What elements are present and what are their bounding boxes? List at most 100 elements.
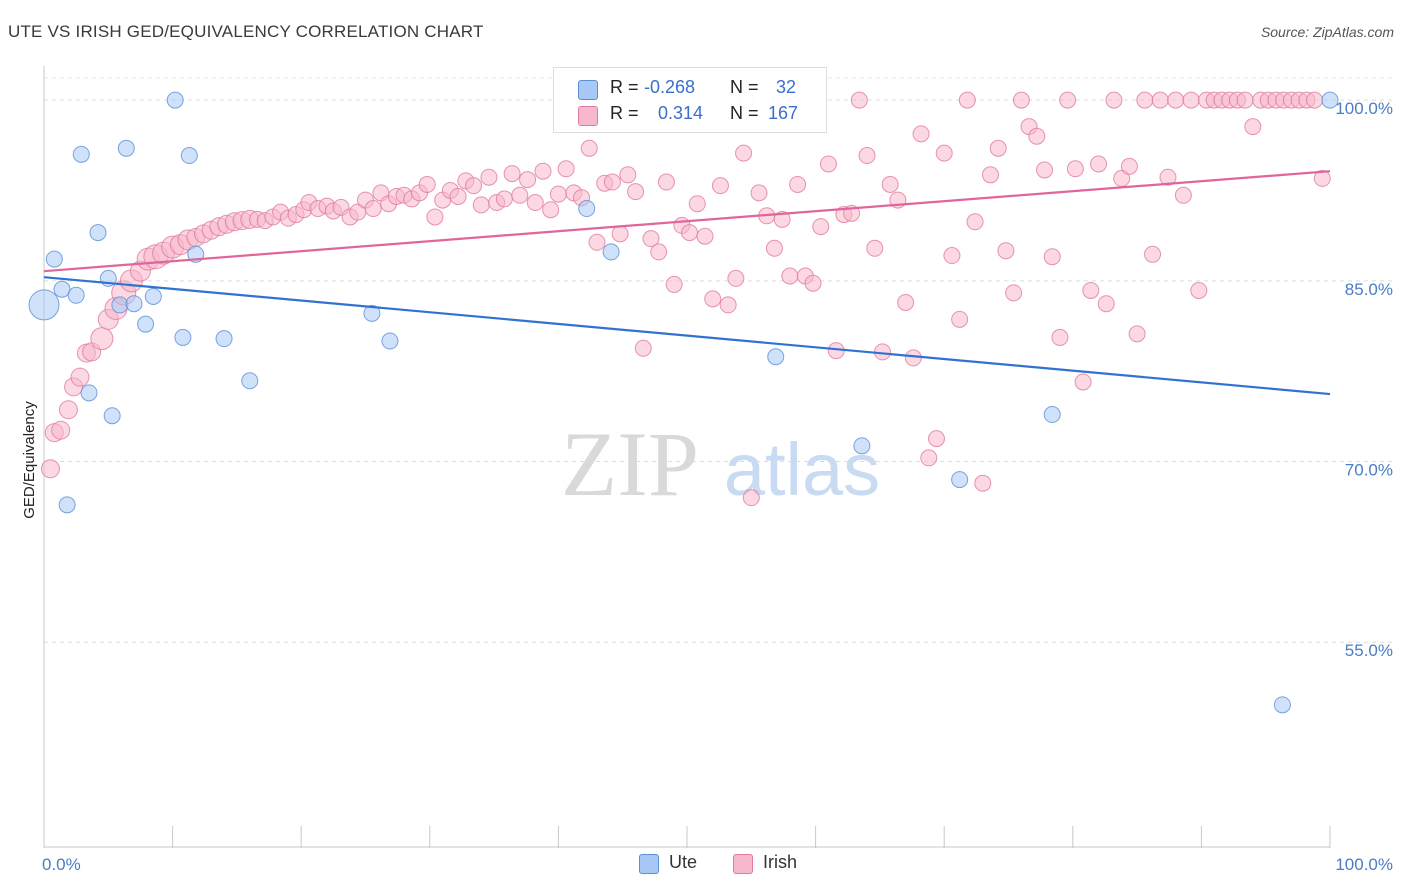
- irish-point: [850, 91, 868, 109]
- irish-point: [1090, 155, 1108, 173]
- y-tick-label: 85.0%: [1345, 280, 1393, 299]
- irish-point: [549, 185, 567, 203]
- y-tick-label: 100.0%: [1335, 99, 1393, 118]
- irish-point: [70, 367, 90, 387]
- irish-point: [1012, 91, 1030, 109]
- irish-point: [1105, 91, 1123, 109]
- irish-point: [974, 474, 992, 492]
- irish-point: [1028, 127, 1046, 145]
- irish-point: [1167, 91, 1185, 109]
- irish-legend-swatch: [733, 854, 753, 874]
- ute-point: [767, 348, 785, 366]
- irish-point: [634, 339, 652, 357]
- ute-point: [363, 304, 381, 322]
- irish-point: [1306, 91, 1324, 109]
- ute-point: [144, 287, 162, 305]
- irish-point: [650, 243, 668, 261]
- irish-point: [1151, 91, 1169, 109]
- irish-point: [51, 420, 71, 440]
- source-label: Source: ZipAtlas.com: [1260, 24, 1394, 40]
- irish-points: [40, 91, 1331, 507]
- ute-r-label: R =: [610, 77, 639, 97]
- irish-point: [519, 171, 537, 189]
- irish-point: [981, 166, 999, 184]
- ute-point: [45, 250, 63, 268]
- ute-n-label: N =: [730, 77, 759, 97]
- ute-r-value: -0.268: [644, 77, 696, 97]
- irish-point: [997, 242, 1015, 260]
- irish-point: [1005, 284, 1023, 302]
- ute-point: [58, 496, 76, 514]
- irish-legend-label: Irish: [763, 852, 798, 872]
- irish-point: [781, 267, 799, 285]
- irish-point: [665, 275, 683, 293]
- irish-point: [958, 91, 976, 109]
- ute-point: [80, 384, 98, 402]
- irish-point: [580, 139, 598, 157]
- irish-point: [557, 160, 575, 178]
- irish-point: [704, 290, 722, 308]
- ute-point: [381, 332, 399, 350]
- watermark-zip: ZIP: [561, 413, 699, 515]
- irish-point: [58, 400, 78, 420]
- ute-point: [28, 289, 60, 321]
- trend-lines: [43, 170, 1331, 396]
- irish-point: [1144, 245, 1162, 263]
- irish-point: [819, 155, 837, 173]
- irish-point: [480, 168, 498, 186]
- irish-point: [1120, 157, 1138, 175]
- x-tick-label-min: 0.0%: [42, 855, 81, 874]
- ute-point: [215, 330, 233, 348]
- ute-point: [1273, 696, 1291, 714]
- irish-r-value: 0.314: [658, 103, 704, 123]
- ute-point: [241, 372, 259, 390]
- ute-point: [1043, 406, 1061, 424]
- irish-point: [465, 177, 483, 195]
- irish-point: [1313, 169, 1331, 187]
- irish-point: [681, 224, 699, 242]
- irish-point: [765, 239, 783, 257]
- ute-point: [578, 200, 596, 218]
- irish-point: [812, 218, 830, 236]
- irish-point: [935, 144, 953, 162]
- irish-point: [1066, 160, 1084, 178]
- irish-point: [495, 190, 513, 208]
- irish-point: [40, 459, 60, 479]
- ute-legend-swatch: [639, 854, 659, 874]
- irish-point: [511, 186, 529, 204]
- irish-point: [611, 225, 629, 243]
- irish-n-value: 167: [768, 103, 799, 123]
- ute-point: [602, 243, 620, 261]
- irish-point: [1128, 325, 1146, 343]
- irish-point: [912, 125, 930, 143]
- gridlines: [44, 77, 1395, 643]
- ute-point: [67, 286, 85, 304]
- irish-point: [1182, 91, 1200, 109]
- ute-point: [174, 328, 192, 346]
- ute-point: [180, 147, 198, 165]
- irish-point: [588, 233, 606, 251]
- irish-point: [1190, 281, 1208, 299]
- y-axis-label: GED/Equivalency: [21, 401, 38, 519]
- irish-point: [735, 144, 753, 162]
- irish-point: [904, 349, 922, 367]
- axes: [43, 66, 1331, 848]
- irish-point: [927, 430, 945, 448]
- irish-point: [1051, 328, 1069, 346]
- irish-point: [742, 489, 760, 507]
- irish-point: [657, 173, 675, 191]
- ute-point: [117, 139, 135, 157]
- irish-point: [866, 239, 884, 257]
- ute-point: [111, 296, 129, 314]
- ute-point: [89, 224, 107, 242]
- irish-point: [727, 269, 745, 287]
- irish-swatch: [578, 106, 598, 126]
- irish-point: [642, 230, 660, 248]
- irish-point: [1236, 91, 1254, 109]
- irish-point: [920, 449, 938, 467]
- irish-point: [1074, 373, 1092, 391]
- ute-point: [951, 471, 969, 489]
- y-tick-label: 55.0%: [1345, 641, 1393, 660]
- ute-point: [103, 407, 121, 425]
